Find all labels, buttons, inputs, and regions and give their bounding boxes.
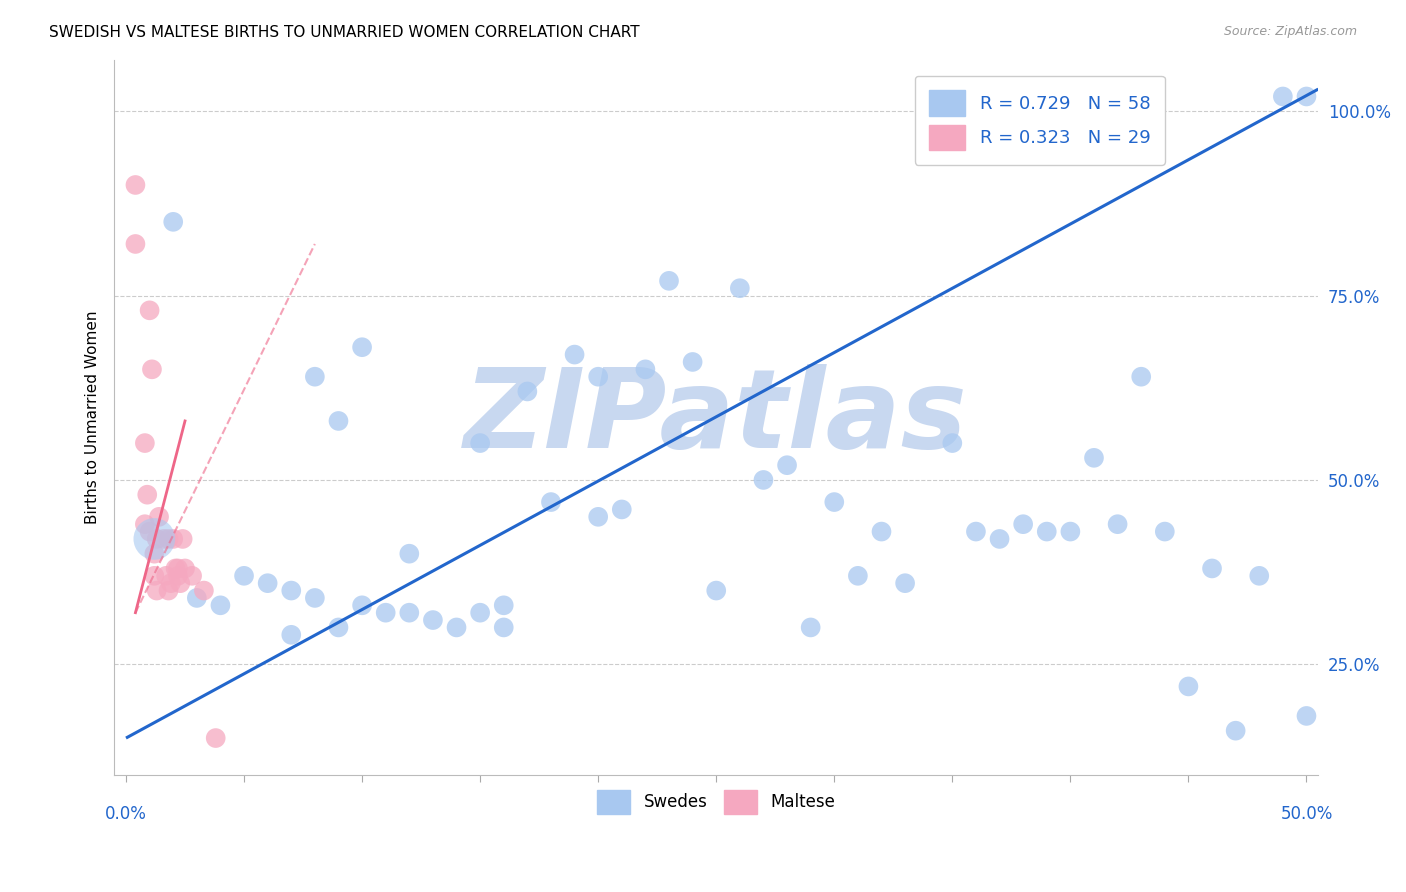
Point bbox=[148, 509, 170, 524]
Point bbox=[1059, 524, 1081, 539]
Point bbox=[233, 569, 256, 583]
Point bbox=[167, 561, 190, 575]
Point bbox=[162, 532, 184, 546]
Point bbox=[124, 178, 146, 192]
Point bbox=[174, 561, 197, 575]
Point bbox=[143, 569, 166, 583]
Point bbox=[1130, 369, 1153, 384]
Point bbox=[1153, 524, 1175, 539]
Point bbox=[1295, 709, 1317, 723]
Point bbox=[1249, 569, 1271, 583]
Point bbox=[138, 303, 160, 318]
Point bbox=[1225, 723, 1247, 738]
Point bbox=[134, 517, 156, 532]
Point bbox=[658, 274, 681, 288]
Point bbox=[280, 583, 302, 598]
Point bbox=[169, 576, 191, 591]
Point bbox=[800, 620, 823, 634]
Point bbox=[145, 532, 167, 546]
Point bbox=[157, 583, 180, 598]
Point bbox=[398, 547, 420, 561]
Point bbox=[172, 532, 194, 546]
Point bbox=[398, 606, 420, 620]
Point bbox=[193, 583, 215, 598]
Point bbox=[124, 236, 146, 251]
Text: SWEDISH VS MALTESE BIRTHS TO UNMARRIED WOMEN CORRELATION CHART: SWEDISH VS MALTESE BIRTHS TO UNMARRIED W… bbox=[49, 25, 640, 40]
Point bbox=[134, 436, 156, 450]
Point bbox=[610, 502, 633, 516]
Point bbox=[728, 281, 751, 295]
Point bbox=[304, 591, 326, 605]
Point bbox=[446, 620, 468, 634]
Point bbox=[846, 569, 869, 583]
Point bbox=[468, 436, 491, 450]
Point bbox=[682, 355, 704, 369]
Point bbox=[941, 436, 963, 450]
Point bbox=[280, 628, 302, 642]
Point bbox=[752, 473, 775, 487]
Point bbox=[492, 620, 515, 634]
Point bbox=[127, 782, 149, 797]
Point bbox=[540, 495, 562, 509]
Point bbox=[209, 599, 232, 613]
Point bbox=[143, 547, 166, 561]
Point bbox=[1036, 524, 1059, 539]
Text: 0.0%: 0.0% bbox=[105, 805, 148, 823]
Point bbox=[157, 532, 180, 546]
Legend: Swedes, Maltese: Swedes, Maltese bbox=[591, 783, 842, 821]
Point bbox=[328, 620, 350, 634]
Point bbox=[1083, 450, 1105, 465]
Point bbox=[143, 532, 166, 546]
Point bbox=[328, 414, 350, 428]
Point bbox=[136, 488, 159, 502]
Point bbox=[152, 532, 174, 546]
Point bbox=[138, 524, 160, 539]
Point bbox=[186, 591, 208, 605]
Point bbox=[468, 606, 491, 620]
Point bbox=[256, 576, 278, 591]
Point bbox=[145, 583, 167, 598]
Point bbox=[1271, 89, 1294, 103]
Point bbox=[965, 524, 987, 539]
Point bbox=[492, 599, 515, 613]
Point bbox=[1295, 89, 1317, 103]
Point bbox=[374, 606, 396, 620]
Y-axis label: Births to Unmarried Women: Births to Unmarried Women bbox=[86, 310, 100, 524]
Point bbox=[165, 561, 187, 575]
Point bbox=[204, 731, 226, 745]
Point bbox=[1107, 517, 1129, 532]
Point bbox=[918, 104, 941, 119]
Point bbox=[181, 569, 204, 583]
Point bbox=[516, 384, 538, 399]
Point bbox=[634, 362, 657, 376]
Point bbox=[586, 509, 609, 524]
Point bbox=[352, 599, 374, 613]
Point bbox=[1012, 517, 1035, 532]
Point bbox=[704, 583, 727, 598]
Point bbox=[586, 369, 609, 384]
Point bbox=[304, 369, 326, 384]
Point bbox=[1201, 561, 1223, 575]
Point bbox=[167, 569, 190, 583]
Point bbox=[422, 613, 444, 627]
Point bbox=[870, 524, 893, 539]
Point bbox=[155, 569, 177, 583]
Text: Source: ZipAtlas.com: Source: ZipAtlas.com bbox=[1223, 25, 1357, 38]
Point bbox=[823, 495, 845, 509]
Point bbox=[1177, 680, 1199, 694]
Point bbox=[776, 458, 799, 473]
Point bbox=[352, 340, 374, 354]
Text: ZIPatlas: ZIPatlas bbox=[464, 364, 969, 471]
Point bbox=[162, 215, 184, 229]
Point bbox=[894, 576, 917, 591]
Point bbox=[564, 348, 586, 362]
Point bbox=[988, 532, 1011, 546]
Point bbox=[141, 362, 163, 376]
Point bbox=[160, 576, 183, 591]
Text: 50.0%: 50.0% bbox=[1281, 805, 1333, 823]
